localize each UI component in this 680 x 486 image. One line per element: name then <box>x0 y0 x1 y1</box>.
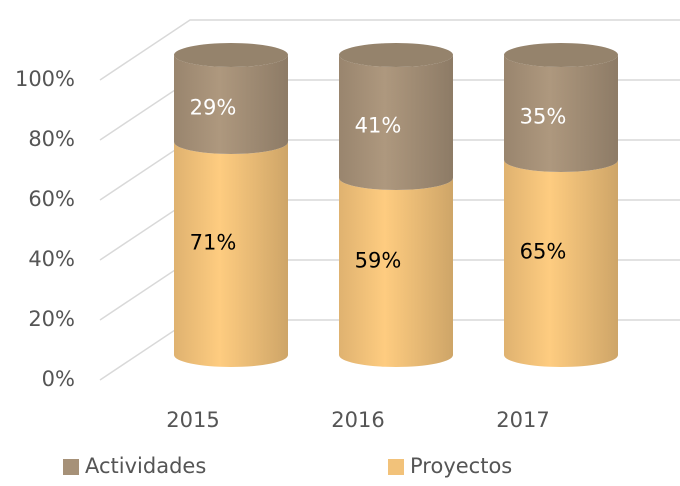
y-tick-label: 20% <box>28 307 75 331</box>
cylinder-top <box>339 43 453 67</box>
legend-label: Proyectos <box>410 454 512 478</box>
data-label: 59% <box>355 249 402 273</box>
legend-swatch <box>388 459 404 475</box>
cylinder-segment <box>174 55 288 154</box>
y-tick-label: 40% <box>28 247 75 271</box>
cylinder-segment <box>174 142 288 367</box>
data-label: 71% <box>190 231 237 255</box>
data-label: 35% <box>520 105 567 129</box>
data-label: 29% <box>190 96 237 120</box>
y-tick-label: 100% <box>15 67 75 91</box>
cylinder-segment <box>504 160 618 367</box>
y-tick-label: 60% <box>28 187 75 211</box>
legend-label: Actividades <box>85 454 206 478</box>
data-label: 65% <box>520 240 567 264</box>
x-tick-label: 2017 <box>496 408 549 432</box>
cylinder-segment <box>339 55 453 190</box>
grid-line <box>99 19 680 81</box>
y-tick-label: 80% <box>28 127 75 151</box>
cylinder-segment <box>504 55 618 172</box>
x-tick-label: 2015 <box>166 408 219 432</box>
y-tick-label: 0% <box>42 367 75 391</box>
cylinder-top <box>504 43 618 67</box>
cylinder-segment <box>339 178 453 367</box>
cylinder-top <box>174 43 288 67</box>
x-tick-label: 2016 <box>331 408 384 432</box>
data-label: 41% <box>355 114 402 138</box>
legend-swatch <box>63 459 79 475</box>
